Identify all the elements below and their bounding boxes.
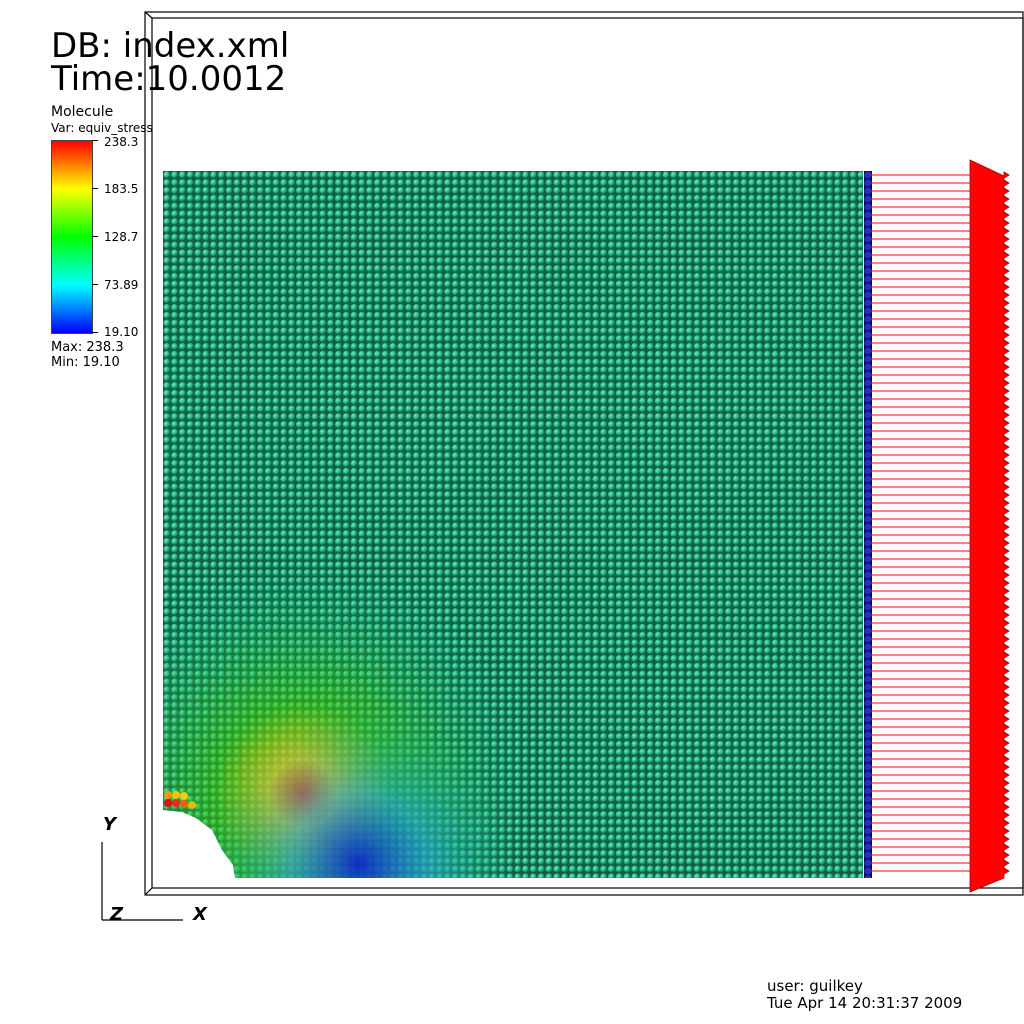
legend-object-label: Molecule — [51, 104, 114, 120]
force-arrows-icon — [871, 159, 1010, 893]
axis-y-label: Y — [103, 814, 118, 835]
legend-tick — [92, 236, 98, 237]
domain-bounding-box — [144, 11, 1024, 896]
axis-x-label: X — [192, 904, 208, 925]
legend-tick — [92, 284, 98, 285]
legend-variable-label: Var: equiv_stress — [51, 121, 153, 135]
time-title: Time:10.0012 — [51, 59, 287, 99]
legend-tick-label: 183.5 — [104, 182, 139, 196]
boundary-particle-column — [864, 171, 872, 878]
legend-tick-label: 238.3 — [104, 135, 139, 149]
database-title: DB: index.xml — [51, 26, 290, 66]
force-arrowheads — [969, 159, 1010, 893]
legend-tick-label: 128.7 — [104, 230, 139, 244]
legend-tick — [92, 188, 98, 189]
legend-tick-label: 73.89 — [104, 278, 139, 292]
color-scale-bar — [51, 140, 93, 334]
legend-max-value: Max: 238.3 — [51, 340, 124, 355]
legend-min-value: Min: 19.10 — [51, 355, 120, 370]
timestamp-label: Tue Apr 14 20:31:37 2009 — [767, 994, 963, 1012]
legend-tick-label: 19.10 — [104, 325, 139, 339]
legend-tick — [92, 332, 98, 333]
molecule-grid-icon — [163, 171, 863, 878]
user-label: user: guilkey — [767, 977, 863, 995]
axis-z-label: Z — [109, 904, 124, 925]
legend-tick — [92, 140, 98, 141]
axis-triad-icon: Y Z X — [101, 814, 208, 925]
